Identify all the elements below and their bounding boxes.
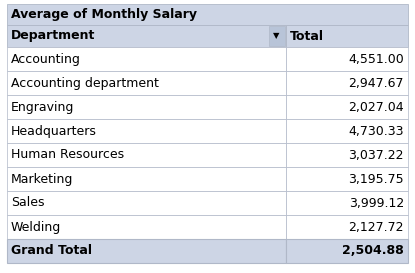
Bar bbox=[7, 143, 286, 167]
Bar bbox=[7, 191, 286, 215]
Text: Grand Total: Grand Total bbox=[11, 245, 92, 257]
Text: Accounting: Accounting bbox=[11, 52, 81, 66]
Bar bbox=[7, 25, 286, 47]
Text: 2,027.04: 2,027.04 bbox=[348, 100, 404, 114]
Text: 4,730.33: 4,730.33 bbox=[349, 124, 404, 138]
Text: Sales: Sales bbox=[11, 197, 44, 209]
Bar bbox=[286, 239, 408, 263]
Bar bbox=[7, 167, 286, 191]
Bar bbox=[269, 26, 285, 46]
Bar bbox=[286, 71, 408, 95]
Text: Headquarters: Headquarters bbox=[11, 124, 97, 138]
Bar bbox=[7, 71, 286, 95]
Text: Total: Total bbox=[290, 29, 324, 43]
Bar bbox=[7, 47, 286, 71]
Bar bbox=[286, 119, 408, 143]
Bar bbox=[286, 25, 408, 47]
Bar bbox=[7, 4, 408, 25]
Bar bbox=[7, 119, 286, 143]
Bar bbox=[7, 239, 286, 263]
Bar bbox=[286, 95, 408, 119]
Text: Average of Monthly Salary: Average of Monthly Salary bbox=[11, 8, 197, 21]
Text: 4,551.00: 4,551.00 bbox=[348, 52, 404, 66]
Bar bbox=[286, 167, 408, 191]
Text: Accounting department: Accounting department bbox=[11, 76, 159, 90]
Bar bbox=[286, 143, 408, 167]
Text: 3,037.22: 3,037.22 bbox=[349, 149, 404, 162]
Bar bbox=[286, 47, 408, 71]
Text: ▼: ▼ bbox=[273, 31, 280, 40]
Bar bbox=[286, 191, 408, 215]
Text: Marketing: Marketing bbox=[11, 173, 73, 185]
Text: 2,127.72: 2,127.72 bbox=[349, 221, 404, 233]
Bar bbox=[286, 215, 408, 239]
Text: Welding: Welding bbox=[11, 221, 61, 233]
Text: 2,947.67: 2,947.67 bbox=[349, 76, 404, 90]
Bar bbox=[7, 95, 286, 119]
Text: 2,504.88: 2,504.88 bbox=[342, 245, 404, 257]
Bar bbox=[7, 215, 286, 239]
Text: 3,999.12: 3,999.12 bbox=[349, 197, 404, 209]
Text: Engraving: Engraving bbox=[11, 100, 74, 114]
Text: Department: Department bbox=[11, 29, 95, 43]
Text: Human Resources: Human Resources bbox=[11, 149, 124, 162]
Text: 3,195.75: 3,195.75 bbox=[348, 173, 404, 185]
